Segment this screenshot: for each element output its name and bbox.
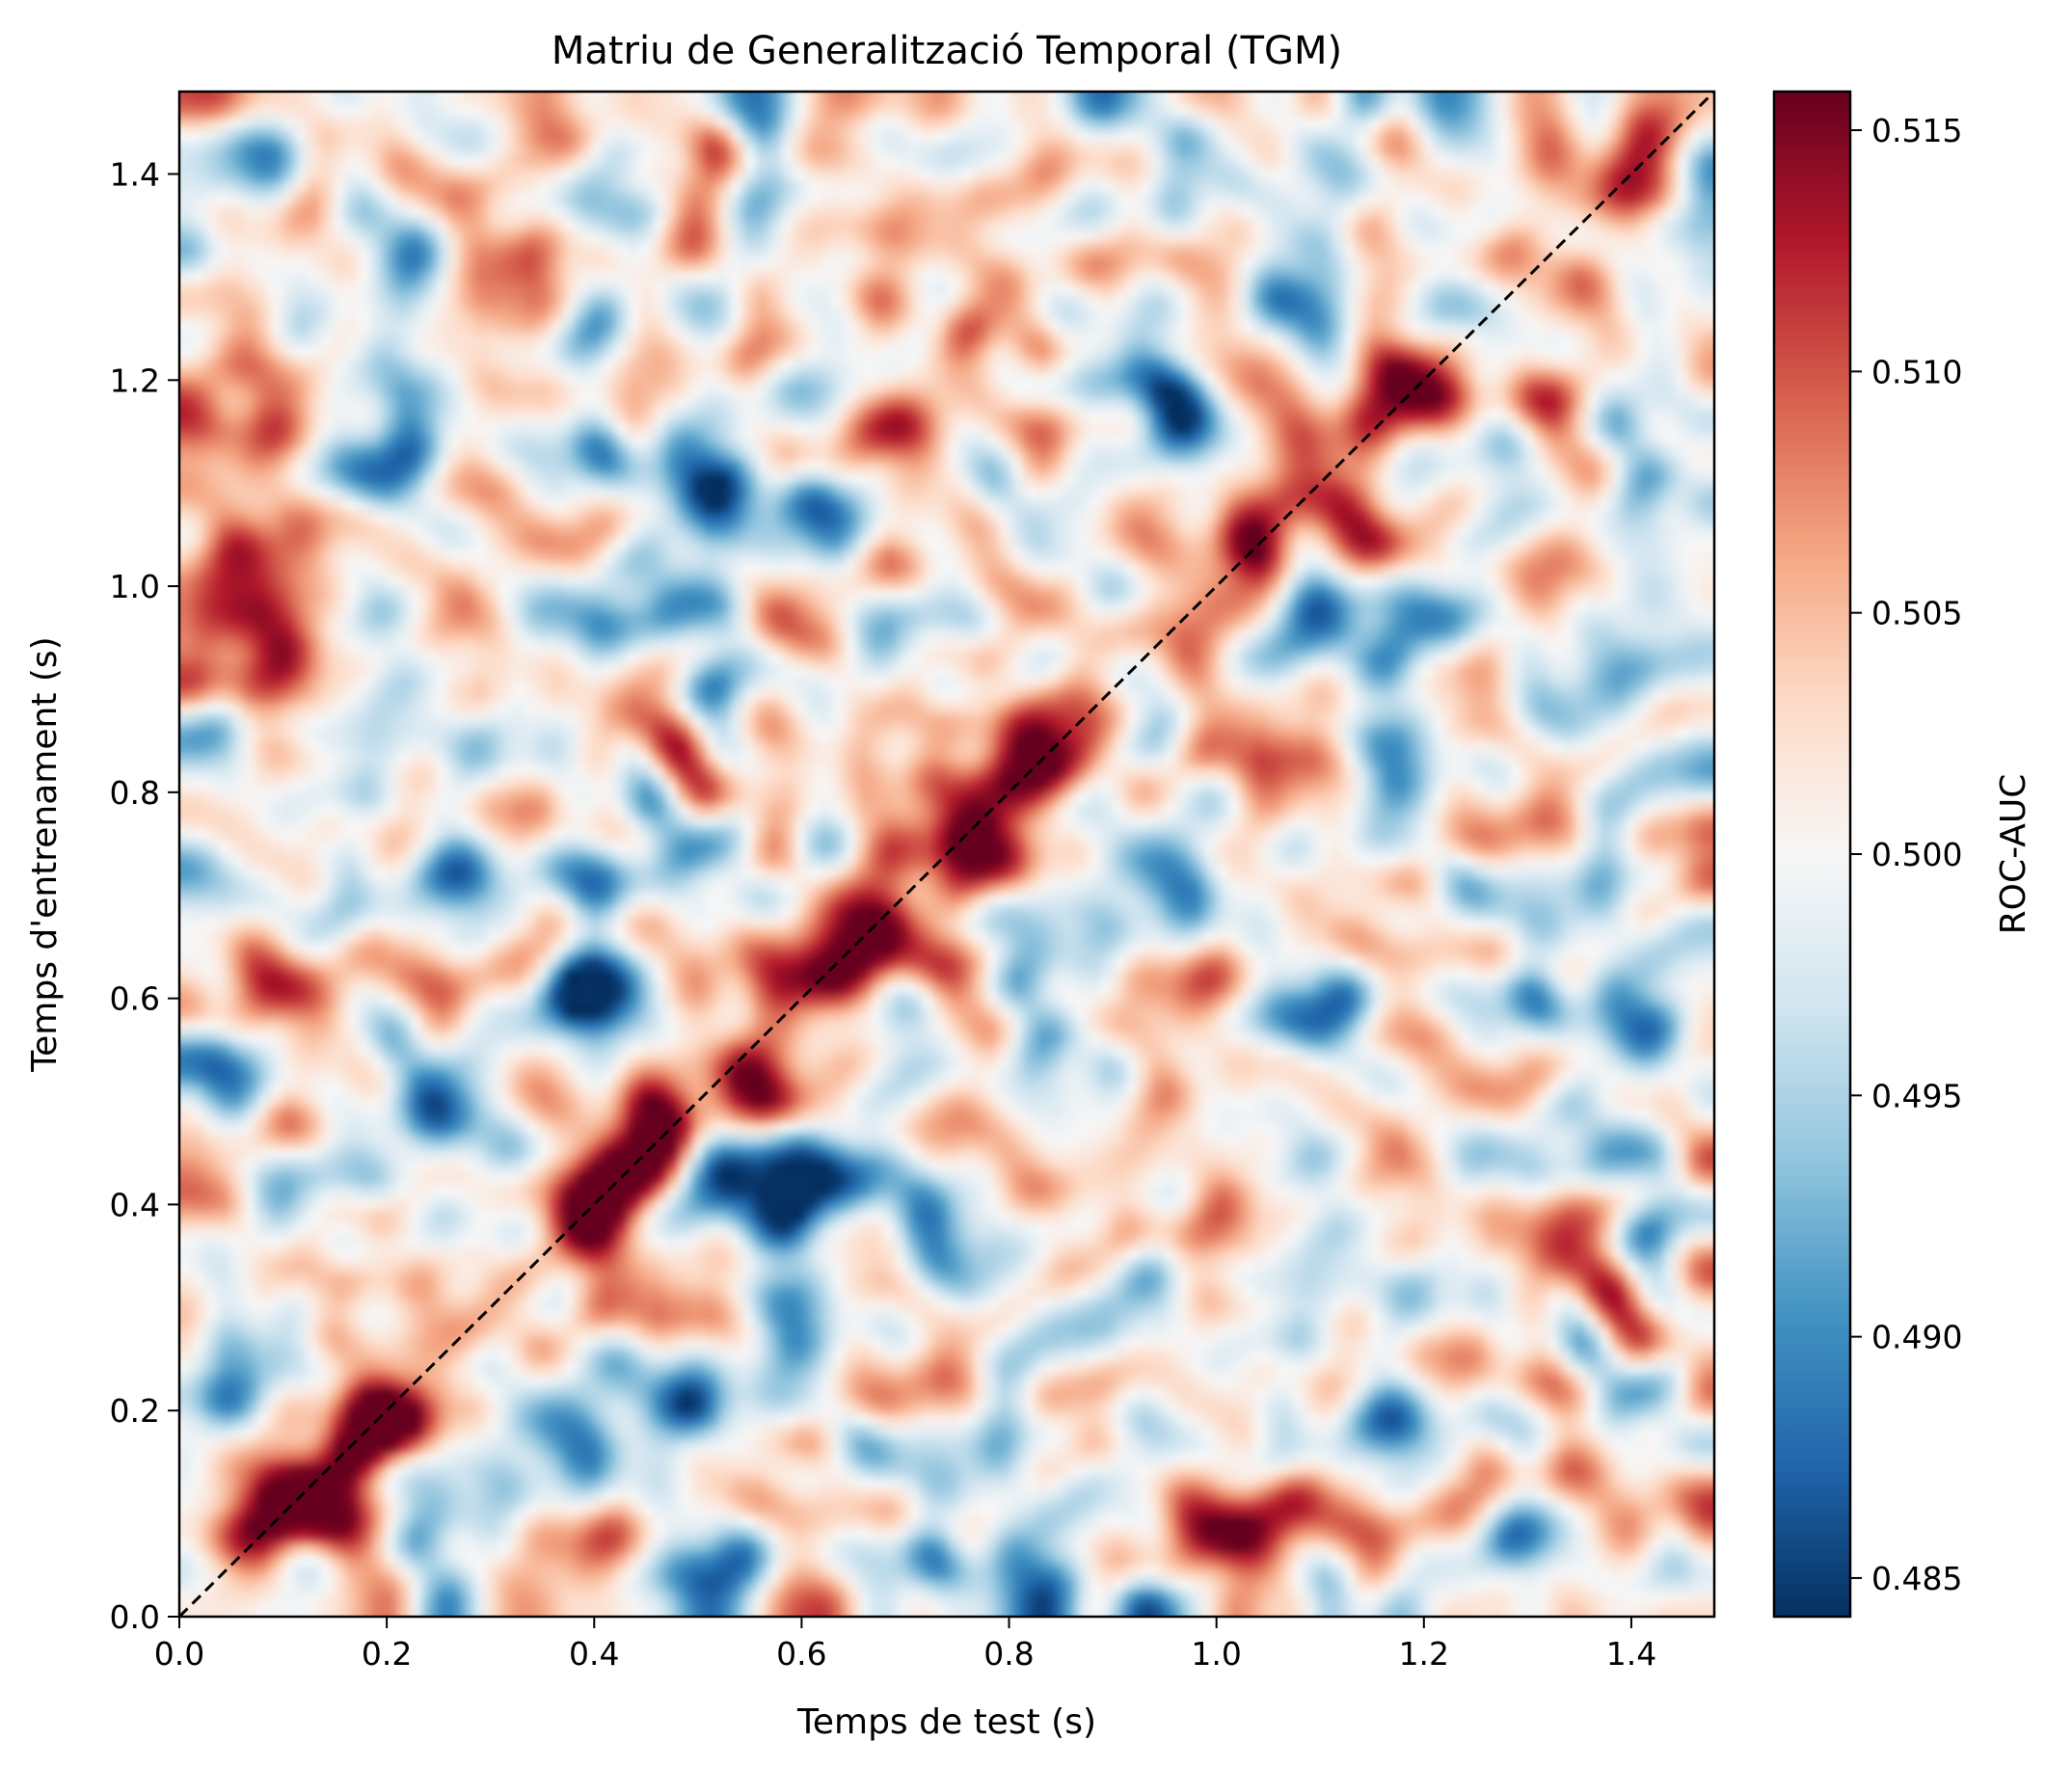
x-tick-label: 0.4: [569, 1635, 619, 1673]
y-tick-label: 0.0: [110, 1598, 160, 1636]
x-tick-label: 1.0: [1191, 1635, 1241, 1673]
colorbar-tick-label: 0.490: [1871, 1319, 1962, 1356]
y-tick-label: 1.0: [110, 568, 160, 605]
x-axis-label: Temps de test (s): [796, 1702, 1096, 1742]
chart-title: Matriu de Generalització Temporal (TGM): [552, 29, 1342, 73]
colorbar-tick-label: 0.495: [1871, 1077, 1962, 1114]
y-tick-label: 0.4: [110, 1186, 160, 1223]
colorbar: [1772, 90, 1852, 1619]
y-tick-label: 0.2: [110, 1392, 160, 1430]
y-tick-label: 1.4: [110, 156, 160, 194]
colorbar-tick-label: 0.505: [1871, 595, 1962, 632]
x-axis-ticks: 0.0 0.2 0.4 0.6 0.8 1.0 1.2 1.4: [154, 1617, 1656, 1673]
x-tick-label: 0.6: [776, 1635, 826, 1673]
colorbar-tick-label: 0.485: [1871, 1560, 1962, 1597]
x-tick-label: 0.0: [154, 1635, 204, 1673]
colorbar-label: ROC-AUC: [1994, 774, 2033, 935]
y-tick-label: 1.2: [110, 362, 160, 399]
colorbar-ticks: 0.485 0.490 0.495 0.500 0.505 0.510 0.515: [1850, 112, 1962, 1597]
colorbar-tick-label: 0.500: [1871, 836, 1962, 873]
colorbar-tick-label: 0.510: [1871, 353, 1962, 390]
plot-frame: [177, 90, 1716, 1619]
colorbar-tick-label: 0.515: [1871, 112, 1962, 149]
y-tick-label: 0.6: [110, 980, 160, 1018]
diagonal-line: [179, 92, 1714, 1617]
x-tick-label: 0.2: [362, 1635, 412, 1673]
x-tick-label: 0.8: [983, 1635, 1034, 1673]
x-tick-label: 1.2: [1399, 1635, 1449, 1673]
y-axis-ticks: 0.0 0.2 0.4 0.6 0.8 1.0 1.2 1.4: [110, 156, 179, 1636]
x-tick-label: 1.4: [1606, 1635, 1656, 1673]
y-axis-label: Temps d'entrenament (s): [25, 636, 65, 1072]
y-tick-label: 0.8: [110, 774, 160, 812]
